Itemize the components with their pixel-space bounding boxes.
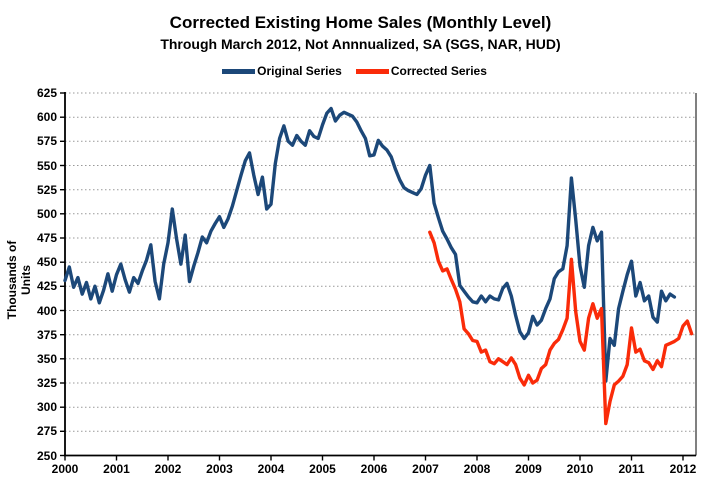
y-tick-label: 550 <box>36 158 57 173</box>
x-tick-label: 2011 <box>618 462 645 476</box>
x-tick-label: 2001 <box>103 462 130 476</box>
y-tick-label: 325 <box>36 376 57 390</box>
x-tick-label: 2009 <box>515 462 542 476</box>
y-tick-label: 475 <box>36 231 57 245</box>
chart-title: Corrected Existing Home Sales (Monthly L… <box>169 13 552 32</box>
x-tick-label: 2012 <box>669 462 697 476</box>
corrected-series-label: Corrected Series <box>390 64 487 78</box>
chart-legend: Original Series Corrected Series <box>0 62 721 80</box>
y-tick-label: 425 <box>36 279 57 294</box>
original-series-line <box>63 106 677 383</box>
x-tick-label: 2003 <box>206 462 233 476</box>
y-tick-label: 575 <box>36 134 57 149</box>
original-series-swatch <box>222 68 256 74</box>
chart-subtitle: Through March 2012, Not Annnualized, SA … <box>160 36 561 52</box>
y-tick-label: 350 <box>36 351 57 366</box>
corrected-series-line <box>428 230 694 426</box>
y-tick-label: 275 <box>36 424 57 439</box>
y-tick-label: 625 <box>36 86 57 100</box>
x-tick-label: 2006 <box>360 462 388 476</box>
y-tick-label: 525 <box>36 182 57 197</box>
y-tick-label: 375 <box>36 327 57 342</box>
x-tick-label: 2000 <box>51 462 79 476</box>
x-tick-label: 2007 <box>412 462 439 476</box>
y-tick-label: 300 <box>36 400 57 415</box>
y-tick-label: 250 <box>36 448 57 463</box>
y-tick-label: 450 <box>36 255 57 270</box>
original-series-label: Original Series <box>257 64 342 78</box>
x-tick-label: 2010 <box>566 462 594 476</box>
y-tick-label: 500 <box>36 206 57 221</box>
x-tick-label: 2002 <box>154 462 182 476</box>
x-tick-label: 2008 <box>463 462 491 476</box>
y-tick-label: 400 <box>36 303 57 318</box>
x-tick-label: 2005 <box>309 462 336 476</box>
x-tick-label: 2004 <box>257 462 285 476</box>
corrected-series-swatch <box>355 68 389 74</box>
y-tick-label: 600 <box>36 110 57 125</box>
